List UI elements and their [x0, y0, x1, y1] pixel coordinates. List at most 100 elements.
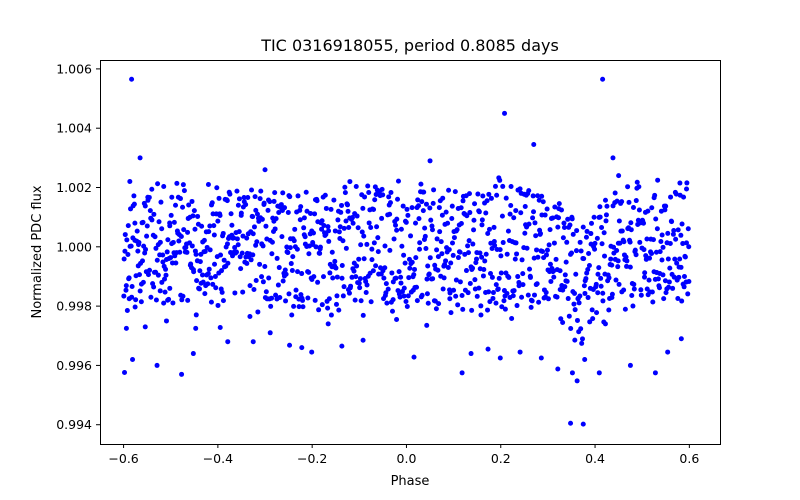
data-point	[479, 217, 485, 223]
data-point	[625, 184, 631, 190]
data-point	[617, 240, 623, 246]
data-point	[296, 304, 302, 310]
data-point	[138, 299, 144, 305]
data-point	[174, 180, 180, 186]
data-point	[168, 212, 174, 218]
data-point	[652, 192, 658, 198]
data-point	[416, 203, 422, 209]
data-point	[530, 215, 536, 221]
data-point	[168, 255, 174, 261]
data-point	[649, 289, 655, 295]
data-point	[600, 290, 606, 296]
data-point	[336, 307, 342, 313]
data-point	[434, 247, 440, 253]
data-point	[359, 229, 365, 235]
data-point	[555, 224, 561, 230]
data-point	[353, 274, 359, 280]
data-point	[375, 235, 381, 241]
data-point	[195, 213, 201, 219]
data-point	[224, 241, 230, 247]
data-point	[162, 276, 168, 282]
data-point	[494, 192, 500, 198]
data-point	[440, 286, 446, 292]
data-point	[644, 236, 650, 242]
data-point	[507, 211, 513, 217]
x-tick-label: −0.4	[203, 451, 233, 466]
data-point	[390, 308, 395, 314]
data-point	[665, 349, 671, 355]
data-point	[498, 270, 504, 276]
data-point	[160, 252, 166, 258]
data-point	[170, 239, 176, 245]
data-point	[271, 198, 277, 204]
data-point	[585, 295, 591, 301]
data-point	[574, 317, 580, 323]
data-point	[479, 222, 485, 228]
data-point	[681, 273, 687, 279]
data-point	[667, 265, 673, 271]
data-point	[457, 249, 463, 255]
data-point	[268, 303, 274, 309]
data-point	[672, 256, 678, 262]
data-point	[526, 188, 532, 194]
data-point	[646, 277, 652, 283]
data-point	[340, 238, 346, 244]
data-point	[276, 265, 282, 271]
y-axis-label: Normalized PDC flux	[30, 185, 45, 318]
data-point	[579, 340, 585, 346]
data-point	[225, 260, 231, 266]
data-point	[208, 299, 214, 305]
data-point	[227, 191, 233, 197]
data-point	[122, 248, 128, 254]
data-point	[612, 190, 618, 196]
data-point	[387, 211, 393, 217]
data-point	[173, 260, 179, 266]
data-point	[299, 271, 305, 277]
data-point	[394, 316, 400, 322]
data-point	[572, 337, 578, 343]
data-point	[357, 285, 363, 291]
data-point	[574, 378, 580, 384]
data-point	[583, 234, 589, 240]
data-point	[441, 275, 447, 281]
data-point	[499, 213, 505, 219]
data-point	[418, 181, 424, 187]
data-point	[467, 210, 473, 216]
data-point	[683, 240, 689, 246]
data-point	[457, 279, 463, 285]
data-point	[513, 208, 519, 214]
data-point	[411, 354, 417, 360]
data-point	[637, 239, 643, 245]
data-point	[293, 287, 299, 293]
data-point	[517, 349, 523, 355]
data-point	[279, 234, 285, 240]
data-point	[431, 187, 437, 193]
data-point	[682, 254, 688, 260]
data-point	[595, 290, 601, 296]
data-point	[272, 190, 278, 196]
data-point	[497, 177, 503, 183]
data-point	[273, 216, 279, 222]
plot-frame	[100, 60, 721, 445]
data-point	[633, 252, 639, 258]
data-point	[404, 303, 410, 309]
data-point	[186, 202, 192, 208]
data-point	[565, 296, 571, 302]
data-point	[616, 173, 622, 179]
data-point	[466, 238, 472, 244]
data-point	[540, 199, 546, 205]
data-point	[130, 356, 136, 362]
data-point	[479, 254, 485, 260]
data-point	[670, 285, 676, 291]
data-point	[287, 342, 293, 348]
data-point	[311, 274, 317, 280]
data-point	[206, 266, 212, 272]
data-point	[269, 251, 275, 257]
data-point	[346, 290, 352, 296]
data-point	[319, 226, 325, 232]
data-point	[253, 207, 259, 213]
data-point	[289, 268, 295, 273]
data-point	[451, 287, 457, 293]
data-point	[493, 300, 499, 306]
data-point	[514, 303, 520, 309]
